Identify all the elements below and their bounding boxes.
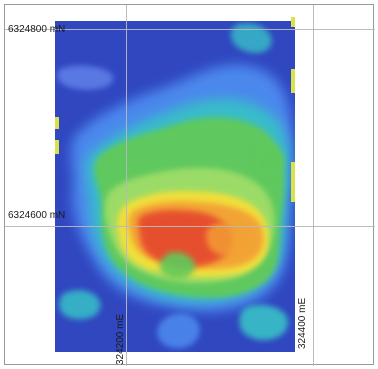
right-edge-anomaly-middle xyxy=(291,69,295,93)
easting-label-left: 324200 mE xyxy=(115,313,126,365)
left-edge-anomaly-top xyxy=(55,117,59,129)
red-anomaly-core xyxy=(138,210,233,267)
heatmap-svg xyxy=(55,21,295,352)
northeast-teal-patch xyxy=(230,23,272,53)
easting-label-right: 324400 mE xyxy=(297,297,308,349)
secondary-orange-core xyxy=(206,222,242,256)
northing-label-top: 6324800 mN xyxy=(8,24,66,35)
green-lobe-south xyxy=(159,251,196,279)
southwest-teal-patch xyxy=(59,290,101,320)
right-edge-anomaly-top xyxy=(291,17,295,27)
south-blue-patch xyxy=(157,313,200,349)
east-green-patch xyxy=(250,144,285,177)
grid-line-northing-top xyxy=(5,29,375,30)
grid-line-easting-left xyxy=(126,5,127,366)
left-edge-anomaly-bottom xyxy=(55,140,59,154)
heatmap-panel xyxy=(55,21,295,352)
northing-label-middle: 6324600 mN xyxy=(8,210,66,221)
northwest-blue-patch xyxy=(57,65,114,90)
southeast-teal-patch xyxy=(239,304,289,340)
map-frame: 6324800 mN 6324600 mN 324200 mE 324400 m… xyxy=(4,4,375,366)
grid-line-easting-right xyxy=(313,5,314,366)
right-edge-anomaly-lower xyxy=(291,162,295,202)
grid-line-northing-middle xyxy=(5,226,375,227)
